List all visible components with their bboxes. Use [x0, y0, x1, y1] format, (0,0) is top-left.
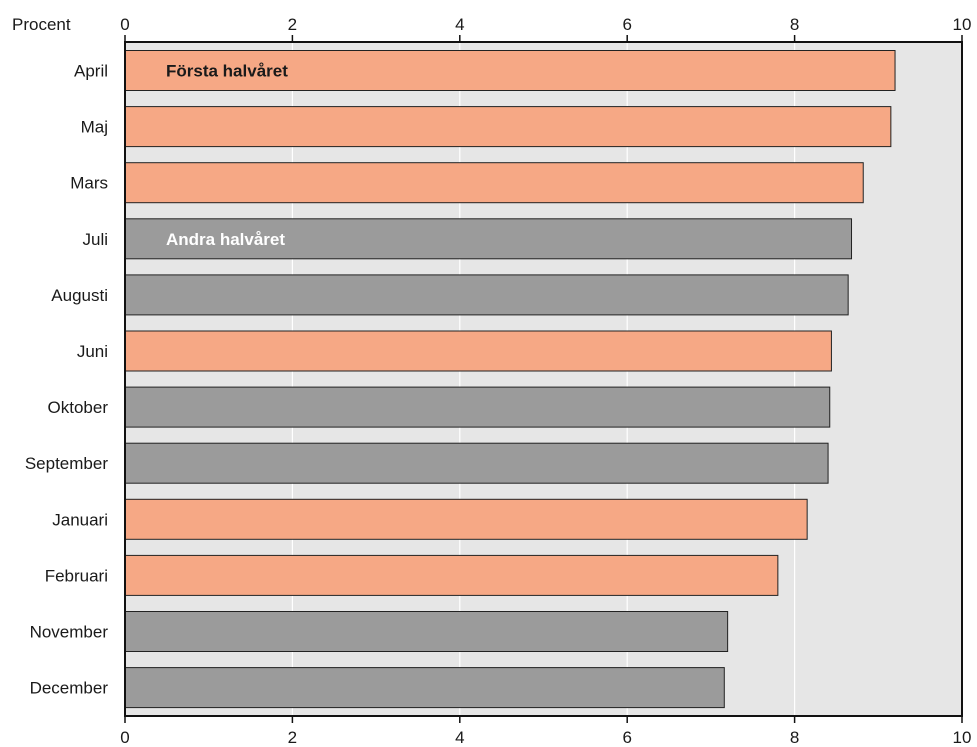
- category-label: Oktober: [48, 398, 109, 417]
- gridlines: [291, 42, 796, 716]
- tick-label-top: 4: [455, 15, 464, 34]
- bar-maj: [124, 106, 892, 148]
- axis-ticks: 0 0 2 2 4 4 6 6 8 8 10 10: [120, 15, 971, 747]
- category-label: Januari: [52, 510, 108, 529]
- bar-november: [124, 611, 729, 652]
- bar-september: [124, 442, 829, 484]
- category-label: April: [74, 62, 108, 81]
- bar-juni: [124, 330, 832, 372]
- bar-december: [124, 667, 725, 709]
- tick-label-bottom: 2: [288, 728, 297, 747]
- category-label: Maj: [81, 118, 108, 137]
- category-labels: April Maj Mars Juli Augusti Juni Oktober Septem…: [25, 62, 109, 698]
- tick-label-top: 8: [790, 15, 799, 34]
- unit-label: Procent: [12, 15, 71, 34]
- category-label: December: [30, 679, 109, 698]
- plot-background: [125, 42, 962, 716]
- tick-label-bottom: 0: [120, 728, 129, 747]
- category-label: November: [30, 623, 109, 642]
- tick-label-top: 0: [120, 15, 129, 34]
- category-label: Juni: [77, 342, 108, 361]
- tick-label-top: 6: [622, 15, 631, 34]
- tick-label-bottom: 10: [953, 728, 972, 747]
- category-label: Juli: [82, 230, 108, 249]
- bar-oktober: [124, 386, 831, 428]
- bars: Första halvåret Andra halvåret: [124, 50, 896, 709]
- category-label: Februari: [45, 566, 108, 585]
- tick-label-bottom: 8: [790, 728, 799, 747]
- bar-mars: [124, 162, 864, 204]
- bar-januari: [124, 498, 808, 540]
- category-label: September: [25, 454, 108, 473]
- bar-augusti: [124, 274, 849, 316]
- series-label-second: Andra halvåret: [166, 230, 285, 249]
- category-label: Augusti: [51, 286, 108, 305]
- plot-frame: [124, 41, 963, 717]
- series-label-first: Första halvåret: [166, 62, 288, 81]
- tick-label-top: 2: [288, 15, 297, 34]
- category-label: Mars: [70, 174, 108, 193]
- tick-label-bottom: 4: [455, 728, 464, 747]
- tick-label-bottom: 6: [622, 728, 631, 747]
- bar-februari: [124, 554, 779, 596]
- tick-label-top: 10: [953, 15, 972, 34]
